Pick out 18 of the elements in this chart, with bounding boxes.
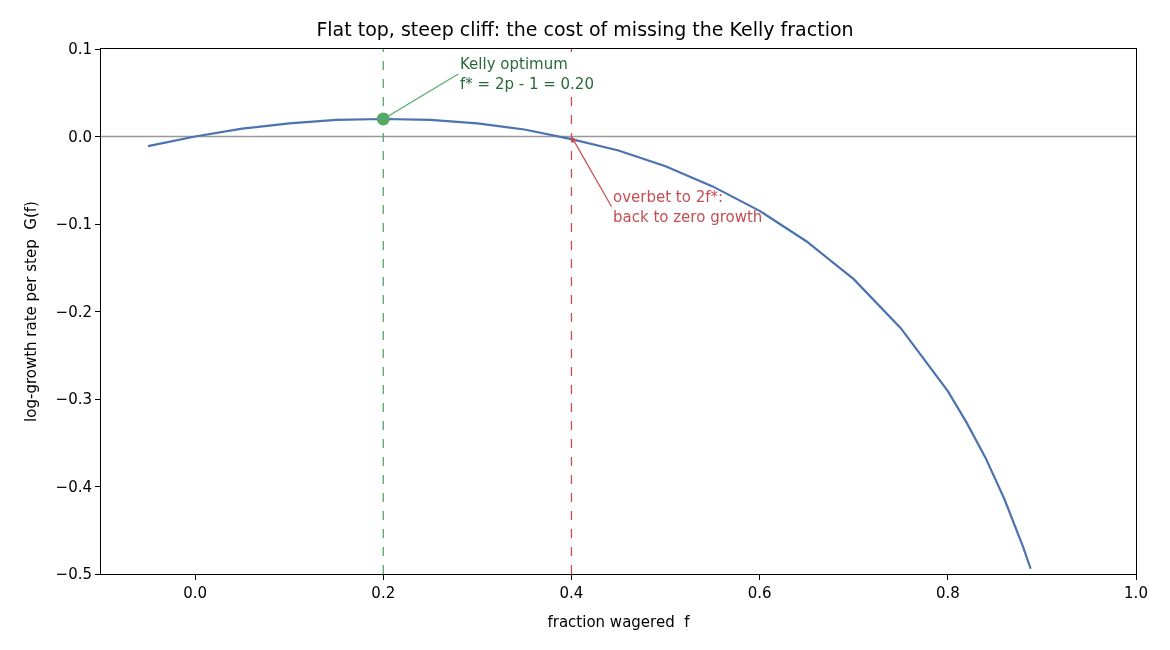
x-tick-label: 0.8 <box>935 584 960 602</box>
x-tick-label: 0.0 <box>183 584 208 602</box>
y-tick-label: −0.4 <box>55 477 92 496</box>
x-axis-title: fraction wagered f <box>547 613 691 631</box>
x-tick-label: 0.6 <box>747 584 772 602</box>
y-tick-label: −0.2 <box>55 302 92 321</box>
annotation: Kelly optimum f* = 2p - 1 = 0.20 <box>460 55 594 93</box>
annotation: overbet to 2f*: back to zero growth <box>613 188 763 226</box>
x-tick-label: 0.4 <box>559 584 584 602</box>
y-tick-label: 0.1 <box>68 40 92 59</box>
x-tick-label: 1.0 <box>1124 584 1148 602</box>
y-axis-title: log-growth rate per step G(f) <box>21 201 40 422</box>
y-tick-label: −0.5 <box>55 565 92 584</box>
chart-title: Flat top, steep cliff: the cost of missing the Kelly fraction <box>316 18 854 41</box>
y-tick-label: −0.1 <box>55 215 92 234</box>
y-tick-label: −0.3 <box>55 390 92 409</box>
y-tick-label: 0.0 <box>68 127 92 146</box>
x-tick-label: 0.2 <box>371 584 396 602</box>
